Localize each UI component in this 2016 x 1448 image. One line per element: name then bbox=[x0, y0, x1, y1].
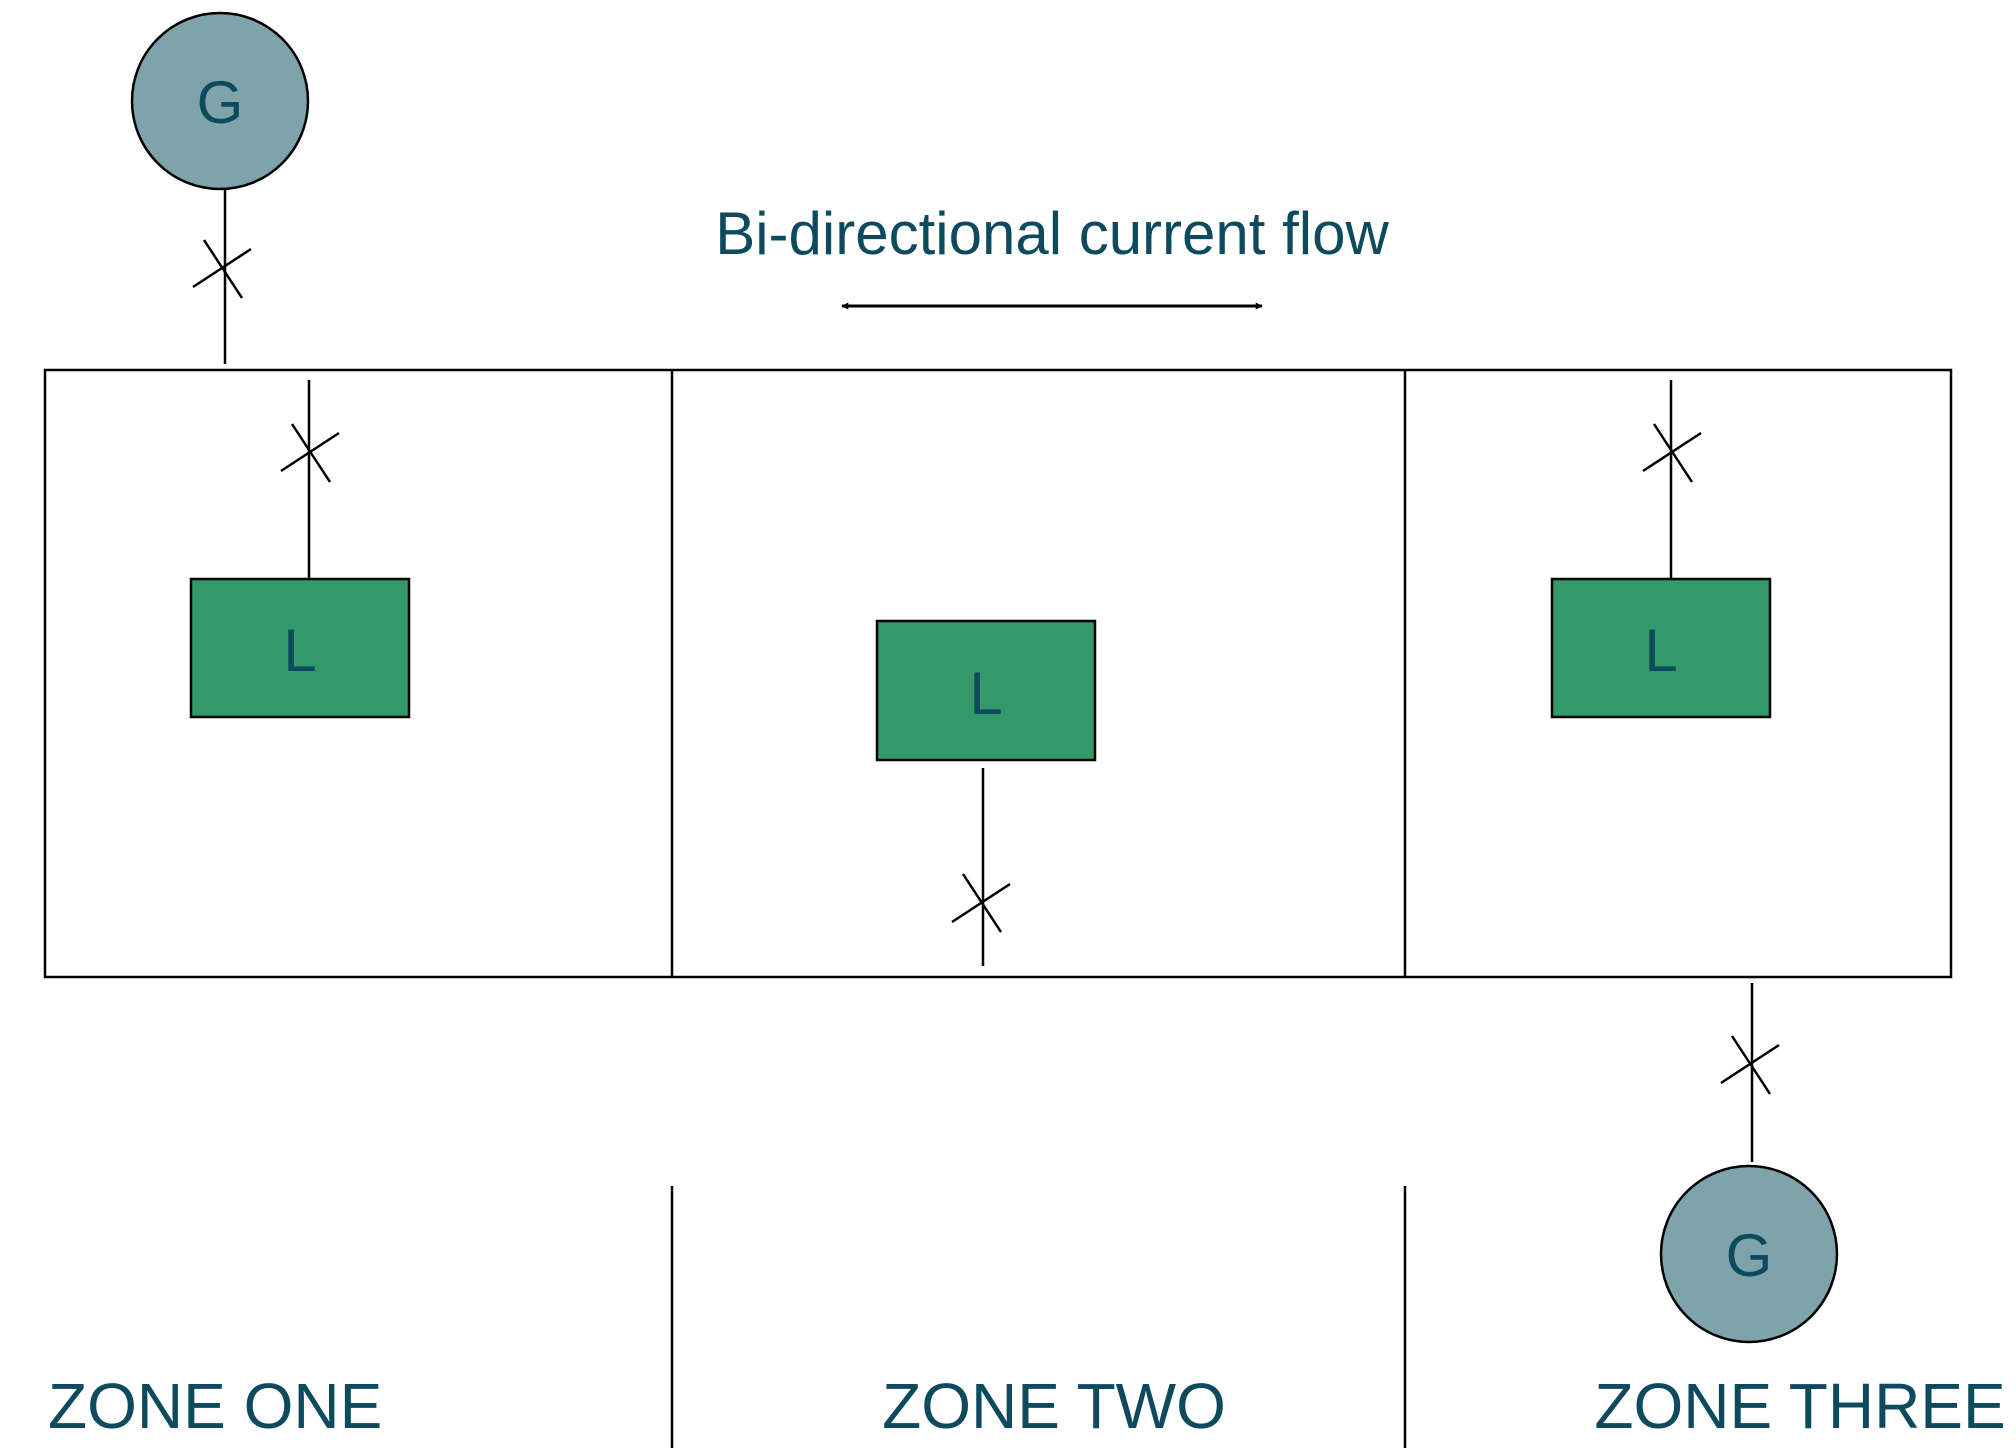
load-label: L bbox=[969, 660, 1002, 727]
load-zone-two: L bbox=[875, 619, 1097, 762]
generator-circle bbox=[1659, 1164, 1839, 1344]
load-zone-one: L bbox=[189, 577, 411, 719]
load-box bbox=[189, 577, 411, 719]
breaker-x-icon bbox=[1720, 1035, 1780, 1095]
zone-label-one: ZONE ONE bbox=[48, 1370, 382, 1442]
generator-top: G bbox=[130, 11, 310, 191]
generator-circle bbox=[130, 11, 310, 191]
generator-label: G bbox=[1726, 1222, 1773, 1289]
diagram-title: Bi-directional current flow bbox=[715, 200, 1389, 267]
load-box bbox=[1550, 577, 1772, 719]
load-label: L bbox=[283, 617, 316, 684]
bus-frame bbox=[43, 368, 1953, 979]
load-box bbox=[875, 619, 1097, 762]
generator-bottom: G bbox=[1659, 1164, 1839, 1344]
breaker-x-icon bbox=[280, 423, 340, 483]
load-label: L bbox=[1644, 617, 1677, 684]
zone-label-three: ZONE THREE bbox=[1594, 1370, 2005, 1442]
zone-label-two: ZONE TWO bbox=[882, 1370, 1226, 1442]
breaker-x-icon bbox=[192, 239, 252, 299]
load-zone-three: L bbox=[1550, 577, 1772, 719]
breaker-x-icon bbox=[1642, 423, 1702, 483]
breaker-x-icon bbox=[951, 873, 1011, 933]
generator-label: G bbox=[197, 69, 244, 136]
